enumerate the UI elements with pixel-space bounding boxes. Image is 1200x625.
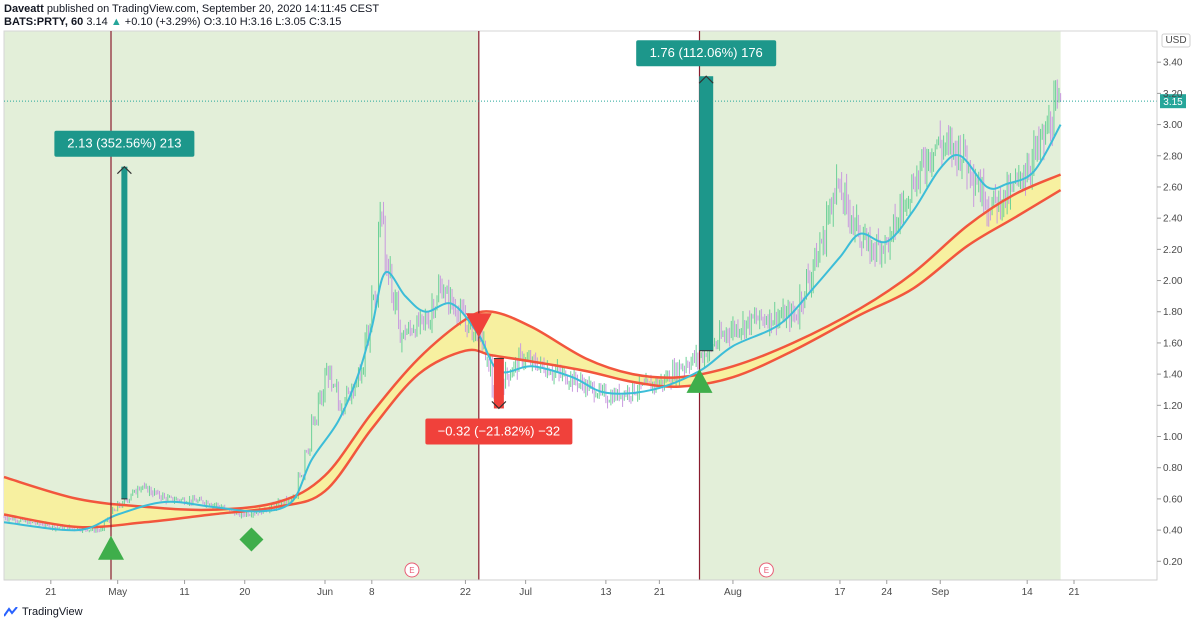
earnings-marker-icon-2 [758, 562, 774, 578]
y-tick-label: 3.00 [1163, 120, 1183, 131]
measure-bar-3 [699, 76, 714, 351]
y-axis-unit-box [1161, 33, 1191, 48]
measure-label-3: 1.76 (112.06%) 176 [650, 45, 763, 60]
y-tick-label: 0.60 [1163, 494, 1183, 505]
low-value: 3.05 [284, 16, 306, 28]
y-tick-label: 1.40 [1163, 370, 1183, 381]
published-text: published on TradingView.com, September … [46, 3, 380, 15]
open-value: 3.10 [215, 16, 237, 28]
measure-label-2: −0.32 (−21.82%) −32 [438, 423, 561, 438]
x-tick-label: 11 [179, 587, 190, 598]
y-tick-label: 1.20 [1163, 401, 1183, 412]
earnings-label-1: E [409, 566, 414, 575]
tradingview-brand[interactable]: TradingView [4, 606, 83, 618]
x-tick-label: 24 [881, 587, 893, 598]
x-tick-label: Jul [519, 587, 532, 598]
symbol-info: BATS:PRTY, 60 3.14 ▲ +0.10 (+3.29%) O:3.… [4, 15, 341, 29]
x-tick-label: Sep [931, 587, 949, 598]
x-tick-label: Aug [724, 587, 742, 598]
triangle-up-marker-icon-1 [98, 535, 124, 560]
y-tick-label: 1.80 [1163, 307, 1183, 318]
y-tick-label: 0.20 [1163, 557, 1183, 568]
x-tick-label: 21 [1068, 587, 1080, 598]
y-tick-label: 3.20 [1163, 89, 1183, 100]
x-tick-label: 17 [834, 587, 846, 598]
y-tick-label: 0.80 [1163, 463, 1183, 474]
high-value: 3.16 [250, 16, 273, 28]
y-tick-label: 1.00 [1163, 432, 1183, 443]
y-tick-label: 0.40 [1163, 526, 1183, 537]
x-tick-label: 21 [654, 587, 666, 598]
x-tick-label: 13 [600, 587, 612, 598]
last-price-label: 3.15 [1163, 97, 1183, 108]
measure-label-bg-2 [425, 418, 573, 445]
high-label: H: [239, 16, 251, 28]
triangle-up-marker-icon-4 [686, 368, 713, 393]
ribbon-lower-line [3, 189, 1062, 529]
ribbon-fill [4, 174, 1061, 528]
tradingview-logo-icon [4, 607, 18, 617]
diamond-marker-icon-2 [239, 527, 264, 552]
y-tick-label: 2.40 [1163, 214, 1183, 225]
measure-label-1: 2.13 (352.56%) 213 [67, 136, 181, 151]
earnings-label-2: E [764, 566, 769, 575]
last-price-tag [1160, 94, 1186, 109]
brand-text: TradingView [22, 606, 83, 618]
y-axis-unit: USD [1165, 35, 1186, 46]
measure-bar-1 [121, 166, 128, 499]
x-tick-label: 20 [239, 587, 251, 598]
change-value: +0.10 (+3.29%) [124, 16, 201, 28]
measure-arrow-icon-1 [116, 165, 132, 175]
publish-info: Daveatt published on TradingView.com, Se… [4, 2, 379, 16]
close-label: C: [308, 16, 320, 28]
y-tick-label: 1.60 [1163, 338, 1183, 349]
change-up-icon: ▲ [110, 16, 122, 28]
moving-average-line [3, 124, 1062, 532]
x-tick-label: Jun [317, 587, 333, 598]
author-name[interactable]: Daveatt [4, 3, 44, 15]
measure-arrow-icon-3 [698, 75, 714, 84]
x-tick-label: 21 [45, 587, 57, 598]
measure-label-bg-1 [54, 130, 195, 157]
earnings-marker-icon-1 [404, 562, 420, 578]
x-tick-label: 14 [1022, 587, 1034, 598]
x-tick-label: May [108, 587, 127, 598]
x-tick-label: 22 [460, 587, 472, 598]
measure-bar-2 [493, 358, 504, 409]
x-tick-label: 8 [369, 587, 375, 598]
symbol-label: BATS:PRTY, 60 [4, 16, 84, 28]
shaded-region-1 [4, 31, 479, 580]
y-tick-label: 2.00 [1163, 276, 1183, 287]
y-tick-label: 2.60 [1163, 182, 1183, 193]
open-label: O: [203, 16, 216, 28]
close-value: 3.15 [319, 16, 342, 28]
measure-arrow-icon-2 [491, 401, 507, 410]
triangle-down-marker-icon-3 [465, 313, 492, 338]
last-price: 3.14 [86, 16, 108, 28]
y-tick-label: 2.20 [1163, 245, 1183, 256]
measure-label-bg-3 [636, 40, 777, 67]
low-label: L: [275, 16, 285, 28]
y-tick-label: 2.80 [1163, 151, 1183, 162]
ribbon-upper-line [3, 173, 1062, 512]
y-tick-label: 3.40 [1163, 58, 1183, 69]
